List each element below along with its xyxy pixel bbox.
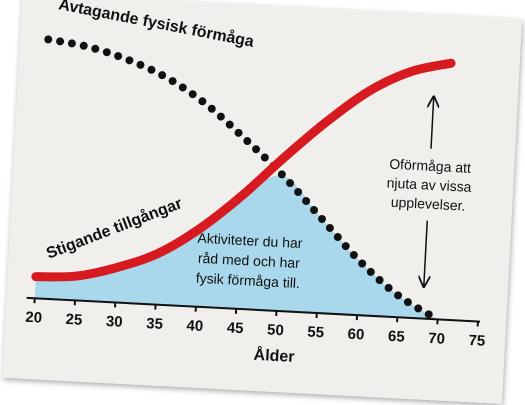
x-tick-label: 25 [65, 311, 83, 329]
annotation: upplevelser. [390, 194, 465, 214]
series-line [44, 35, 442, 324]
series-line [31, 58, 456, 282]
x-axis [26, 296, 481, 323]
x-tick-label: 50 [267, 321, 285, 339]
annotation: råd med och har [198, 250, 301, 271]
x-tick-label: 75 [468, 332, 486, 350]
x-tick-label: 70 [428, 330, 446, 348]
x-tick-label: 60 [347, 326, 365, 344]
x-tick-label: 20 [25, 309, 43, 327]
annotation: Aktiviteter du har [197, 230, 303, 251]
x-tick-label: 40 [186, 317, 204, 335]
x-tick-label: 35 [146, 315, 164, 333]
x-axis-label: Ålder [253, 345, 295, 366]
x-tick-label: 45 [226, 319, 244, 337]
annotation: Oförmåga att [389, 156, 472, 176]
x-tick-label: 30 [106, 313, 124, 331]
x-tick-label: 65 [388, 328, 406, 346]
arrow [431, 97, 434, 149]
x-tick-label: 55 [307, 324, 325, 342]
shaded-area [34, 175, 438, 320]
arrow [424, 220, 427, 287]
annotation: njuta av vissa [386, 175, 472, 195]
annotation: fysik förmåga till. [195, 270, 300, 291]
